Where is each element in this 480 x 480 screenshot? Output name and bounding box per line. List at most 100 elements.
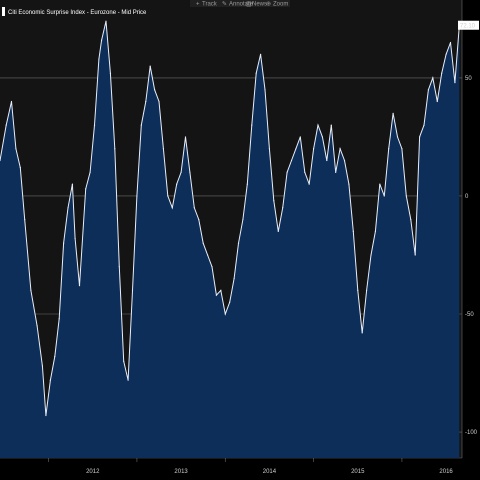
data-point <box>264 89 266 91</box>
data-point <box>45 414 47 417</box>
toolbar-item-zoom[interactable]: ⊕ Zoom <box>266 2 288 8</box>
toolbar-item-annotate[interactable]: ✎ Annotate <box>222 1 254 8</box>
data-point <box>268 148 271 150</box>
data-point <box>180 171 182 173</box>
data-point <box>427 89 430 91</box>
data-point <box>449 41 452 44</box>
data-point <box>290 159 293 162</box>
data-point <box>15 148 17 150</box>
data-point <box>365 289 368 291</box>
data-point <box>326 159 328 162</box>
data-point <box>246 183 248 185</box>
series-points <box>0 20 460 417</box>
data-point <box>343 159 346 162</box>
toolbar-item-news[interactable]: ▤ News <box>246 2 267 8</box>
data-point <box>242 218 244 221</box>
data-point <box>78 285 81 287</box>
data-point <box>58 318 60 320</box>
x-tick-label: 2015 <box>351 469 365 475</box>
data-point <box>361 332 363 334</box>
legend-swatch <box>2 7 5 16</box>
data-point <box>131 289 134 291</box>
y-tick-label: -100 <box>465 430 478 436</box>
data-point <box>109 72 112 74</box>
data-point <box>49 379 51 381</box>
data-point <box>67 207 69 209</box>
data-point <box>71 183 74 185</box>
track-icon: + <box>196 2 200 8</box>
toolbar-item-track[interactable]: + Track <box>196 2 218 8</box>
data-point <box>410 218 412 221</box>
data-point <box>0 159 1 162</box>
data-point <box>63 242 65 244</box>
series-area-fill <box>0 21 460 458</box>
zoom-icon: ⊕ <box>266 2 271 8</box>
data-point <box>335 171 337 173</box>
data-point <box>414 254 416 256</box>
data-point <box>93 124 96 126</box>
data-point <box>220 289 222 291</box>
data-point <box>321 136 324 138</box>
data-point <box>436 100 438 103</box>
legend: Citi Economic Surprise Index - Eurozone … <box>2 7 147 16</box>
data-point <box>418 136 421 138</box>
y-tick-label: 50 <box>465 76 472 82</box>
legend-label: Citi Economic Surprise Index - Eurozone … <box>8 10 147 16</box>
data-point <box>145 100 147 103</box>
last-value-label: 72.10 <box>460 24 476 30</box>
data-point <box>259 53 262 55</box>
data-point <box>229 301 231 303</box>
data-point <box>295 148 297 150</box>
data-point <box>312 148 315 150</box>
data-point <box>98 58 100 60</box>
data-point <box>136 195 138 197</box>
data-point <box>105 20 107 22</box>
data-point <box>237 242 240 244</box>
y-tick-label: -50 <box>465 312 474 318</box>
data-point <box>89 171 91 173</box>
data-point <box>405 195 407 197</box>
data-point <box>317 124 319 126</box>
data-point <box>85 188 87 190</box>
data-point <box>304 171 306 173</box>
x-tick-label: 2016 <box>439 469 453 475</box>
data-point <box>193 207 195 209</box>
data-point <box>153 89 156 91</box>
data-point <box>339 148 341 150</box>
data-point <box>206 254 209 256</box>
data-point <box>352 230 354 232</box>
data-point <box>308 183 310 185</box>
x-axis: 2012 2013 2014 2015 2016 <box>86 469 453 475</box>
data-point <box>299 136 301 138</box>
data-point <box>171 207 173 209</box>
data-point <box>401 148 403 150</box>
data-point <box>392 112 394 114</box>
data-point <box>118 266 120 268</box>
news-icon: ▤ <box>246 2 252 8</box>
chart-toolbar: + Track ✎ Annotate ▤ News ⊕ Zoom <box>190 0 290 8</box>
data-point <box>198 218 200 221</box>
data-point <box>149 65 151 67</box>
toolbar-background <box>190 0 290 7</box>
x-tick-label: 2012 <box>86 469 100 475</box>
x-tick-label: 2013 <box>174 469 188 475</box>
series-line[interactable] <box>0 21 460 416</box>
data-point <box>357 289 359 291</box>
data-point <box>100 39 103 41</box>
data-point <box>396 136 399 138</box>
annotate-icon: ✎ <box>222 1 227 8</box>
data-point <box>162 148 165 150</box>
data-point <box>215 294 218 296</box>
data-point <box>370 254 372 256</box>
y-tick-label: 0 <box>465 194 469 200</box>
x-tick-label: 2014 <box>263 469 277 475</box>
data-point <box>54 355 56 358</box>
data-point <box>255 72 257 74</box>
y-axis: 50 0 -50 -100 <box>465 76 478 436</box>
data-point <box>277 230 279 232</box>
data-point <box>140 124 142 126</box>
data-point <box>36 325 38 327</box>
data-point <box>282 207 284 209</box>
